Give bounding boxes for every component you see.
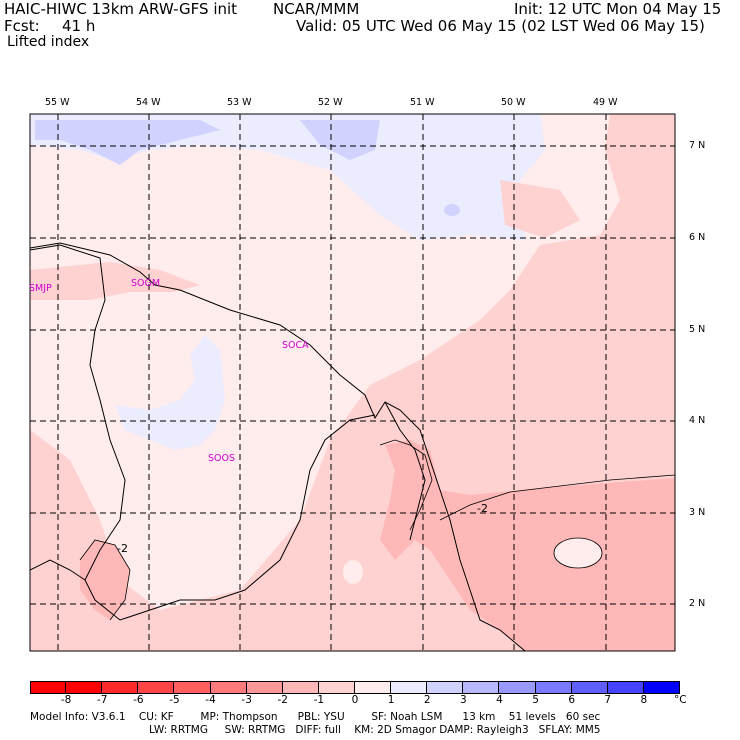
colorbar-tick-label: 8	[640, 694, 648, 706]
valid-time: Valid: 05 UTC Wed 06 May 15 (02 LST Wed …	[296, 17, 705, 35]
field-name: Lifted index	[7, 34, 90, 50]
colorbar-tick-label: -4	[205, 694, 216, 706]
graticule	[30, 114, 675, 651]
lon-label: 55 W	[45, 97, 70, 108]
colorbar-swatch	[643, 681, 680, 694]
colorbar-tick-label: -3	[241, 694, 252, 706]
colorbar-swatch	[499, 681, 536, 694]
coastline	[30, 242, 526, 651]
lon-label: 50 W	[501, 97, 526, 108]
colorbar-tick-label: 6	[568, 694, 575, 706]
border-line	[30, 244, 376, 621]
colorbar-swatch	[427, 681, 464, 694]
lat-label: 2 N	[689, 598, 706, 609]
colorbar-swatch	[174, 681, 211, 694]
map-frame	[29, 113, 676, 652]
contour-line	[439, 474, 675, 521]
colorbar-swatch	[30, 681, 67, 694]
lat-label: 3 N	[689, 507, 706, 518]
colorbar-tick-label: -5	[169, 694, 180, 706]
colorbar-swatch	[391, 681, 428, 694]
colorbar-swatch	[282, 681, 319, 694]
border-line	[384, 401, 426, 541]
shade-1-to-2	[300, 120, 380, 160]
contour-line	[79, 539, 131, 621]
colorbar-swatch	[318, 681, 355, 694]
lon-label: 52 W	[318, 97, 343, 108]
colorbar-tick-label: -1	[313, 694, 325, 706]
lat-label: 4 N	[689, 415, 706, 426]
shade-minus2-to-minus3	[380, 440, 675, 651]
contour-line	[553, 537, 603, 569]
colorbar-tick-label: -8	[60, 694, 72, 706]
model-info-line2: LW: RRTMG SW: RRTMG DIFF: full KM: 2D Sm…	[149, 724, 601, 736]
forecast-label: Fcst:	[4, 17, 40, 35]
org-label: NCAR/MMM	[273, 0, 360, 18]
lifted-index-map	[29, 113, 676, 652]
colorbar-swatch	[246, 681, 283, 694]
colorbar-tick-label: 0	[351, 694, 359, 706]
colorbar-tick-label: 5	[532, 694, 539, 706]
init-time: Init: 12 UTC Mon 04 May 15	[514, 0, 722, 18]
colorbar-tick-label: 4	[496, 694, 503, 706]
colorbar-tick-label: 2	[423, 694, 431, 706]
station-label: SOOS	[208, 453, 236, 464]
colorbar-swatch	[463, 681, 500, 694]
colorbar-swatch	[102, 681, 139, 694]
lon-label: 53 W	[227, 97, 252, 108]
colorbar-tick-label: -2	[277, 694, 289, 706]
colorbar-swatch	[535, 681, 572, 694]
colorbar-tick-label: 7	[604, 694, 612, 706]
lat-label: 7 N	[689, 140, 706, 151]
model-title: HAIC-HIWC 13km ARW-GFS init	[4, 0, 238, 18]
station-label: SOGM	[131, 278, 161, 289]
station-label: SOCA	[282, 340, 309, 351]
station-label: SMJP	[29, 283, 52, 294]
shade-0-to-minus1	[554, 538, 602, 568]
model-info-line1: Model Info: V3.6.1 CU: KF MP: Thompson P…	[30, 711, 601, 723]
shade-minus1-to-minus2	[30, 262, 200, 300]
lat-label: 6 N	[689, 232, 706, 243]
colorbar-swatch	[138, 681, 175, 694]
lon-label: 51 W	[410, 97, 435, 108]
lon-label: 49 W	[593, 97, 618, 108]
border-line	[30, 559, 86, 581]
contour-line	[379, 439, 433, 531]
colorbar-swatch	[571, 681, 608, 694]
colorbar-swatch	[66, 681, 103, 694]
lon-label: 54 W	[136, 97, 161, 108]
forecast-hours: 41 h	[62, 17, 96, 35]
shade-1-to-2	[35, 120, 220, 165]
colorbar-tick-label: -6	[133, 694, 144, 706]
shade-0-to-1	[30, 114, 545, 240]
shade-minus2-to-minus3	[80, 540, 130, 620]
contour-label: -2	[477, 502, 488, 515]
colorbar-swatch	[210, 681, 247, 694]
shade-0-to-minus1	[343, 560, 363, 584]
shade-minus1-to-minus2	[500, 180, 580, 238]
colorbar-unit: °C	[674, 694, 687, 706]
colorbar-tick-label: 1	[387, 694, 395, 706]
shade-1-to-2	[444, 204, 460, 216]
lat-label: 5 N	[689, 324, 706, 335]
colorbar-tick-label: 3	[459, 694, 467, 706]
colorbar-swatch	[607, 681, 644, 694]
colorbar-swatch	[355, 681, 392, 694]
colorbar-tick-label: -7	[96, 694, 108, 706]
contour-label: -2	[117, 542, 128, 555]
